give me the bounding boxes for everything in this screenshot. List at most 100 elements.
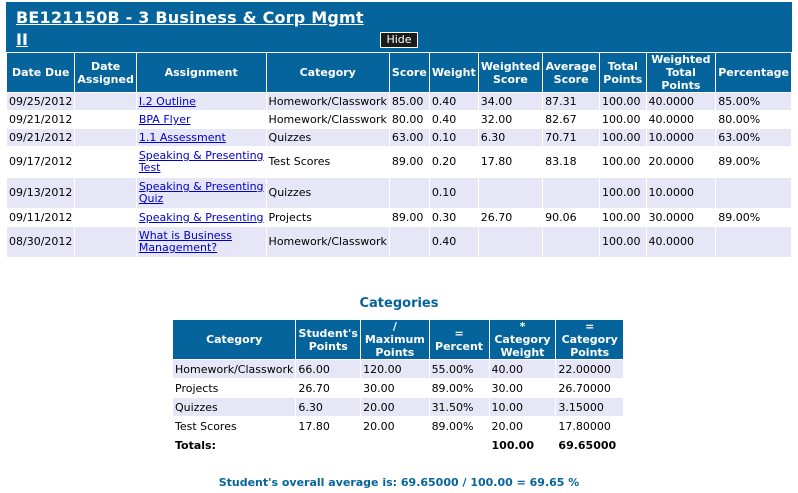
totals-category-weight: 100.00: [489, 436, 556, 454]
maximum-points: 20.00: [361, 398, 429, 416]
date-due-cell: 08/30/2012: [7, 227, 75, 257]
col-weighted-total-points[interactable]: Weighted Total Points: [646, 53, 716, 92]
category-weight: 20.00: [489, 417, 556, 435]
col-average-score[interactable]: Average Score: [543, 53, 600, 92]
total-points-cell: 100.00: [600, 209, 646, 226]
category-points: 3.15000: [556, 398, 623, 416]
date-assigned-cell: [75, 227, 136, 257]
student-points: 17.80: [296, 417, 361, 435]
category-points: 26.70000: [556, 379, 623, 397]
date-due-cell: 09/13/2012: [7, 178, 75, 208]
weighted-score-cell: [478, 227, 543, 257]
col-date-due[interactable]: Date Due: [7, 53, 75, 92]
category-cell: Homework/Classwork: [266, 93, 389, 110]
category-name: Quizzes: [173, 398, 296, 416]
category-weight: 40.00: [489, 360, 556, 378]
assignment-link[interactable]: Speaking & Presenting Quiz: [138, 180, 264, 205]
maximum-points: 30.00: [361, 379, 429, 397]
assignment-link[interactable]: What is Business Management?: [138, 229, 233, 254]
totals-empty-cell: [361, 436, 429, 454]
date-assigned-cell: [75, 209, 136, 226]
weighted-score-cell: 6.30: [478, 129, 543, 146]
weight-cell: 0.40: [429, 111, 478, 128]
table-row: 09/17/2012 Speaking & Presenting Test Te…: [7, 147, 791, 177]
col-cat-maximum-points: / Maximum Points: [361, 320, 429, 359]
totals-row: Totals: 100.00 69.65000: [173, 436, 623, 454]
category-cell: Quizzes: [266, 129, 389, 146]
average-score-cell: 70.71: [543, 129, 600, 146]
col-total-points[interactable]: Total Points: [600, 53, 646, 92]
assignments-table: Date Due Date Assigned Assignment Catego…: [6, 52, 792, 258]
col-cat-percent: = Percent: [429, 320, 489, 359]
assignment-link[interactable]: Speaking & Presenting Test: [138, 149, 264, 174]
percentage-cell: 89.00%: [716, 209, 791, 226]
col-assignment[interactable]: Assignment: [136, 53, 266, 92]
date-due-cell: 09/11/2012: [7, 209, 75, 226]
average-score-cell: [543, 178, 600, 208]
totals-label: Totals:: [173, 436, 296, 454]
col-score[interactable]: Score: [389, 53, 429, 92]
category-name: Homework/Classwork: [173, 360, 296, 378]
categories-table: Category Student's Points / Maximum Poin…: [172, 319, 624, 455]
category-row: Homework/Classwork 66.00 120.00 55.00% 4…: [173, 360, 623, 378]
col-category[interactable]: Category: [266, 53, 389, 92]
category-percent: 31.50%: [429, 398, 489, 416]
col-cat-student-points: Student's Points: [296, 320, 361, 359]
category-points: 17.80000: [556, 417, 623, 435]
weighted-total-points-cell: 10.0000: [646, 178, 716, 208]
percentage-cell: 85.00%: [716, 93, 791, 110]
total-points-cell: 100.00: [600, 129, 646, 146]
col-percentage[interactable]: Percentage: [716, 53, 791, 92]
weighted-score-cell: 26.70: [478, 209, 543, 226]
assignment-cell: Speaking & Presenting Test: [136, 147, 266, 177]
category-row: Test Scores 17.80 20.00 89.00% 20.00 17.…: [173, 417, 623, 435]
category-percent: 89.00%: [429, 379, 489, 397]
weighted-score-cell: 34.00: [478, 93, 543, 110]
weight-cell: 0.40: [429, 227, 478, 257]
total-points-cell: 100.00: [600, 178, 646, 208]
col-cat-category: Category: [173, 320, 296, 359]
date-assigned-cell: [75, 178, 136, 208]
score-cell: 63.00: [389, 129, 429, 146]
weighted-total-points-cell: 20.0000: [646, 147, 716, 177]
category-name: Projects: [173, 379, 296, 397]
category-cell: Homework/Classwork: [266, 227, 389, 257]
col-date-assigned[interactable]: Date Assigned: [75, 53, 136, 92]
assignment-link[interactable]: 1.1 Assessment: [138, 131, 226, 144]
date-assigned-cell: [75, 129, 136, 146]
category-cell: Homework/Classwork: [266, 111, 389, 128]
category-points: 22.00000: [556, 360, 623, 378]
assignment-link[interactable]: I.2 Outline: [138, 95, 196, 108]
table-row: 09/13/2012 Speaking & Presenting Quiz Qu…: [7, 178, 791, 208]
overall-average: Student's overall average is: 69.65000 /…: [218, 476, 580, 489]
weighted-total-points-cell: 40.0000: [646, 227, 716, 257]
average-score-cell: 82.67: [543, 111, 600, 128]
score-cell: [389, 178, 429, 208]
total-points-cell: 100.00: [600, 227, 646, 257]
category-cell: Test Scores: [266, 147, 389, 177]
col-weight[interactable]: Weight: [429, 53, 478, 92]
weight-cell: 0.20: [429, 147, 478, 177]
assignment-link[interactable]: Speaking & Presenting: [138, 211, 264, 224]
percentage-cell: 63.00%: [716, 129, 791, 146]
student-points: 6.30: [296, 398, 361, 416]
weighted-score-cell: 17.80: [478, 147, 543, 177]
assignment-link[interactable]: BPA Flyer: [138, 113, 191, 126]
hide-button[interactable]: Hide: [380, 32, 418, 48]
weighted-score-cell: [478, 178, 543, 208]
table-row: 09/21/2012 BPA Flyer Homework/Classwork …: [7, 111, 791, 128]
date-due-cell: 09/21/2012: [7, 111, 75, 128]
student-points: 66.00: [296, 360, 361, 378]
table-row: 09/11/2012 Speaking & Presenting Project…: [7, 209, 791, 226]
total-points-cell: 100.00: [600, 93, 646, 110]
percentage-cell: [716, 178, 791, 208]
course-header: BE121150B - 3 Business & Corp Mgmt II Hi…: [6, 2, 792, 52]
score-cell: [389, 227, 429, 257]
date-due-cell: 09/25/2012: [7, 93, 75, 110]
average-score-cell: [543, 227, 600, 257]
weighted-total-points-cell: 40.0000: [646, 93, 716, 110]
col-weighted-score[interactable]: Weighted Score: [478, 53, 543, 92]
col-cat-points: = Category Points: [556, 320, 623, 359]
weight-cell: 0.10: [429, 129, 478, 146]
category-name: Test Scores: [173, 417, 296, 435]
